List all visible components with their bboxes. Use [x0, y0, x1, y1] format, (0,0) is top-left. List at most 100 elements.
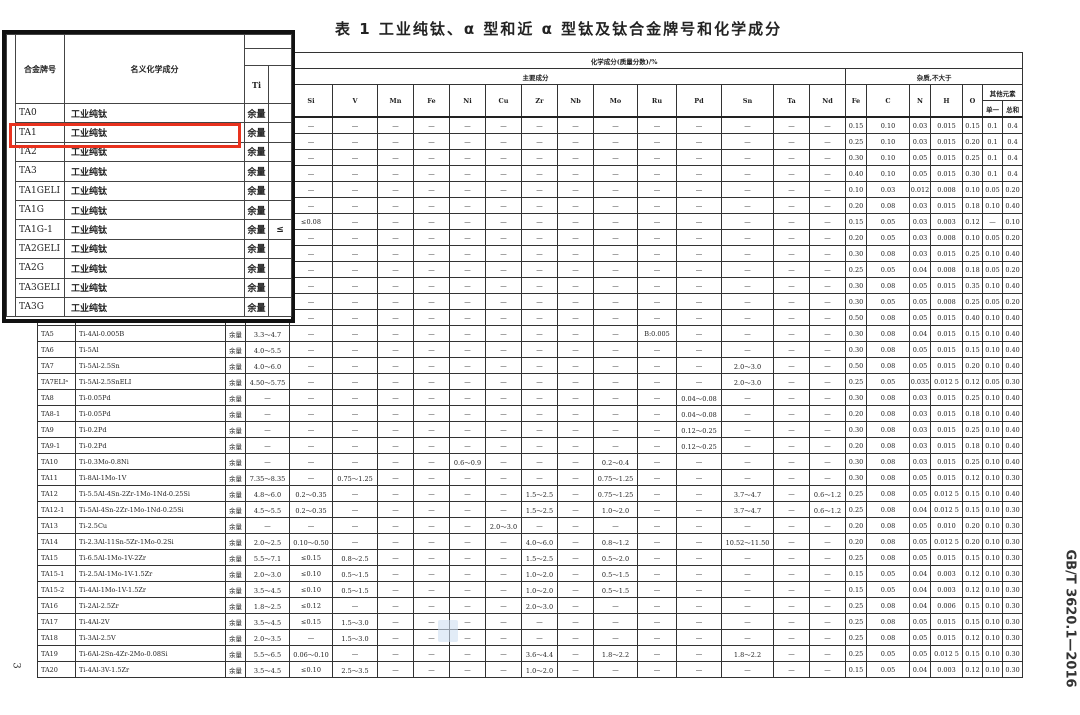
value-cell: 0.40 [1001, 485, 1024, 502]
overlay-ti: 余量 [244, 102, 269, 124]
value-cell: 0.30 [1001, 469, 1024, 486]
value-cell: 0.25 [845, 645, 867, 662]
grade-cell: TA15 [37, 549, 76, 566]
value-cell: 0.015 [930, 165, 963, 182]
overlay-name: 工业纯钛 [64, 102, 245, 124]
value-cell: — [413, 533, 450, 550]
overlay-extra [268, 296, 292, 318]
value-cell: — [413, 165, 450, 182]
value-cell: — [485, 613, 522, 630]
value-cell: 余量 [225, 581, 246, 598]
overlay-row: TA2G 工业纯钛 余量 [7, 258, 292, 279]
value-cell: 0.10 [866, 133, 910, 150]
value-cell: — [773, 565, 810, 582]
value-cell: 0.30 [845, 421, 867, 438]
value-cell: — [557, 325, 594, 342]
value-cell: 0.015 [930, 629, 963, 646]
value-cell: 0.08 [866, 341, 910, 358]
value-cell: — [413, 245, 450, 262]
value-cell: 0.08 [866, 325, 910, 342]
value-cell: — [485, 245, 522, 262]
value-cell: 0.08 [866, 549, 910, 566]
overlay-row: TA1G-1 工业纯钛 余量 ≤ [7, 219, 292, 240]
value-cell: 0.008 [930, 181, 963, 198]
value-cell: 0.015 [930, 197, 963, 214]
value-cell: — [557, 613, 594, 630]
value-cell: — [413, 517, 450, 534]
value-cell: — [773, 501, 810, 518]
value-cell: 0.015 [930, 469, 963, 486]
value-cell: — [377, 405, 414, 422]
value-cell: — [521, 613, 558, 630]
value-cell: 0.10 [866, 165, 910, 182]
name-cell: Ti-5Al-4Sn-2Zr-1Mo-1Nd-0.25Si [75, 501, 226, 518]
value-cell: 0.10 [982, 485, 1003, 502]
value-cell: — [773, 309, 810, 326]
header-single: 单一 [982, 100, 1003, 118]
value-cell: — [449, 341, 486, 358]
value-cell: — [413, 597, 450, 614]
value-cell: — [485, 149, 522, 166]
value-cell: — [773, 197, 810, 214]
value-cell: — [593, 341, 638, 358]
value-cell: 0.03 [909, 389, 931, 406]
value-cell: 0.10 [982, 645, 1003, 662]
value-cell: — [485, 293, 522, 310]
header-other-elements: 其他元素 [981, 84, 1024, 101]
value-cell: 0.015 [930, 309, 963, 326]
value-cell: 0.08 [866, 501, 910, 518]
value-cell: — [521, 229, 558, 246]
value-cell: — [377, 517, 414, 534]
value-cell: 0.18 [962, 437, 983, 454]
value-cell: 3.5～4.5 [245, 613, 290, 630]
value-cell: — [289, 165, 333, 182]
value-cell: 0.15 [845, 581, 867, 598]
value-cell: — [773, 613, 810, 630]
value-cell: 0.4 [1001, 116, 1024, 134]
value-cell: — [485, 469, 522, 486]
value-cell: 0.10 [982, 469, 1003, 486]
value-cell: — [676, 149, 722, 166]
value-cell: 0.12～0.25 [676, 437, 722, 454]
value-cell: 0.08 [866, 485, 910, 502]
value-cell: — [485, 453, 522, 470]
value-cell: — [637, 293, 677, 310]
overlay-extra: ≤ [268, 219, 292, 240]
value-cell: — [449, 565, 486, 582]
value-cell: — [521, 389, 558, 406]
value-cell: — [637, 277, 677, 294]
grade-cell: TA12-1 [37, 501, 76, 518]
value-cell: — [413, 469, 450, 486]
value-cell: 0.40 [1001, 277, 1024, 294]
overlay-grade: TA0 [15, 102, 65, 124]
value-cell: — [637, 421, 677, 438]
value-cell: 0.04 [909, 261, 931, 278]
value-cell: — [485, 197, 522, 214]
value-cell: — [721, 389, 774, 406]
value-cell: — [521, 116, 558, 134]
value-cell: — [485, 485, 522, 502]
value-cell: 0.008 [930, 261, 963, 278]
value-cell: — [485, 581, 522, 598]
overlay-header-blank [268, 65, 292, 104]
value-cell: — [676, 661, 722, 678]
value-cell: — [449, 293, 486, 310]
value-cell: 0.50 [845, 357, 867, 374]
value-cell: — [377, 645, 414, 662]
value-cell: 0.12 [962, 661, 983, 678]
value-cell: — [413, 293, 450, 310]
table-row: TA6 Ti-5Al 余量 4.0～5.5— — — — — — — — — — — — — —0.30 0.08… [37, 341, 1024, 358]
value-cell: 0.30 [1001, 501, 1024, 518]
value-cell: — [593, 116, 638, 134]
value-cell: — [485, 549, 522, 566]
value-cell: — [593, 181, 638, 198]
value-cell: — [593, 597, 638, 614]
value-cell: 0.015 [930, 133, 963, 150]
value-cell: — [637, 469, 677, 486]
value-cell: — [676, 581, 722, 598]
value-cell: 0.015 [930, 437, 963, 454]
value-cell: 1.0～2.0 [593, 501, 638, 518]
value-cell: 0.10 [982, 437, 1003, 454]
value-cell: — [721, 405, 774, 422]
value-cell: — [289, 437, 333, 454]
